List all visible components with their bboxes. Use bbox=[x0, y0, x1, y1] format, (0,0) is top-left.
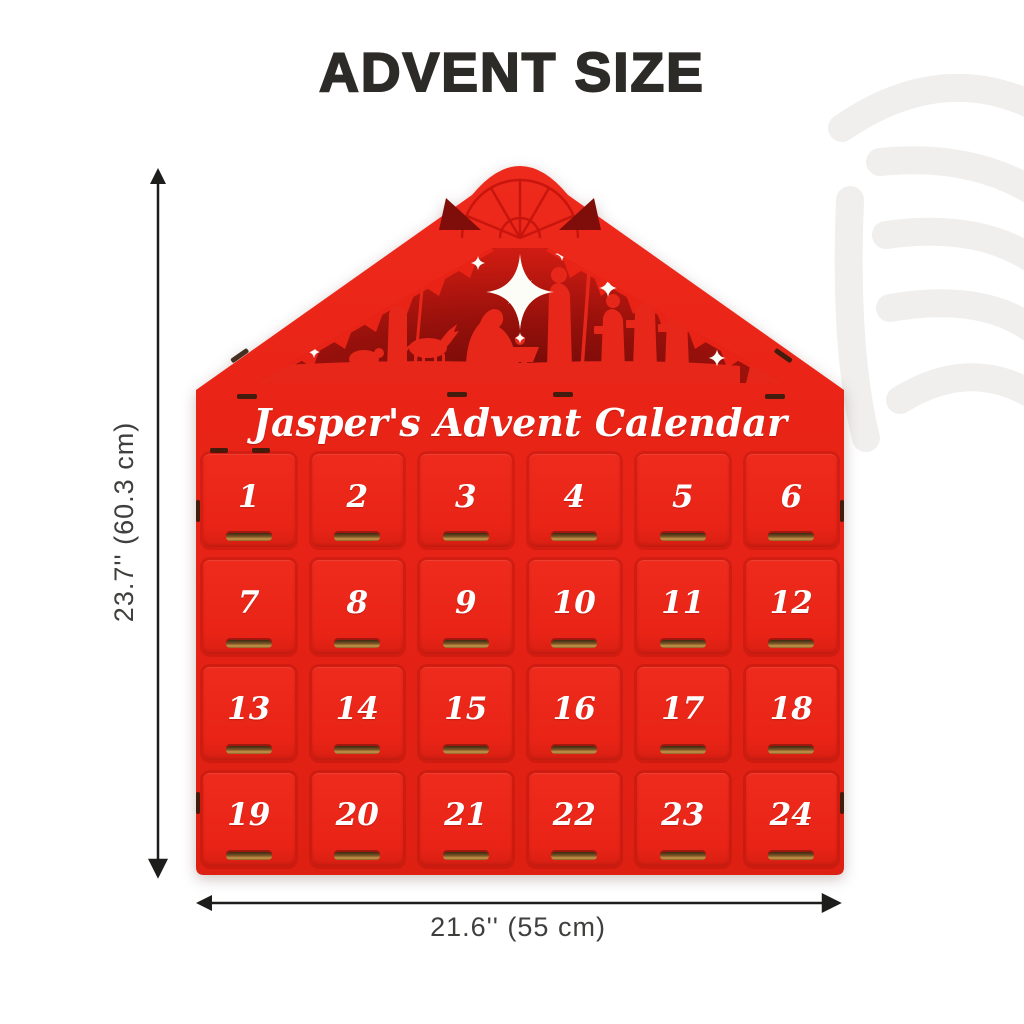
drawer: 7 bbox=[203, 560, 295, 654]
drawer: 9 bbox=[420, 560, 512, 654]
drawer-number: 8 bbox=[346, 584, 369, 621]
drawer-handle bbox=[442, 639, 489, 648]
drawer-handle bbox=[551, 533, 598, 542]
drawer-number: 18 bbox=[769, 691, 813, 728]
drawer: 20 bbox=[311, 772, 403, 866]
drawer-number: 13 bbox=[227, 691, 271, 728]
drawer-handle bbox=[225, 852, 272, 860]
drawer-number: 3 bbox=[454, 478, 477, 515]
drawer-number: 9 bbox=[454, 584, 477, 621]
drawer: 15 bbox=[420, 666, 512, 760]
drawer-handle bbox=[551, 639, 598, 648]
drawer-handle bbox=[442, 533, 489, 542]
drawer-number: 16 bbox=[552, 691, 596, 728]
drawer-handle bbox=[442, 852, 489, 860]
drawer: 17 bbox=[637, 666, 729, 760]
drawer-number: 22 bbox=[552, 797, 596, 834]
drawer-handle bbox=[334, 533, 381, 542]
drawer-number: 21 bbox=[444, 797, 488, 834]
roof-opening-right bbox=[559, 198, 601, 230]
drawer: 3 bbox=[420, 454, 512, 548]
drawer: 6 bbox=[745, 454, 837, 548]
drawer-number: 6 bbox=[780, 478, 803, 515]
drawer-handle bbox=[442, 745, 489, 754]
calendar-title-banner: Jasper's Advent Calendar bbox=[252, 400, 788, 445]
page-title: ADVENT SIZE bbox=[318, 40, 705, 104]
drawer-handle bbox=[659, 852, 706, 860]
drawer-grid: 1 2 3 4 5 bbox=[203, 454, 837, 866]
joinery-slots bbox=[196, 348, 844, 814]
drawer-handle bbox=[334, 745, 381, 754]
drawer-number: 1 bbox=[237, 478, 260, 515]
drawer-number: 24 bbox=[769, 797, 813, 834]
drawer: 19 bbox=[203, 772, 295, 866]
width-dimension-arrow bbox=[196, 892, 842, 914]
drawer-handle bbox=[225, 639, 272, 648]
star-of-bethlehem-icon bbox=[486, 254, 554, 330]
drawer-handle bbox=[768, 852, 815, 860]
drawer: 1 bbox=[203, 454, 295, 548]
drawer: 11 bbox=[637, 560, 729, 654]
drawer: 21 bbox=[420, 772, 512, 866]
drawer-number: 23 bbox=[661, 797, 705, 834]
drawer: 24 bbox=[745, 772, 837, 866]
drawer: 22 bbox=[528, 772, 620, 866]
drawer: 4 bbox=[528, 454, 620, 548]
fan-window-icon bbox=[460, 178, 580, 240]
watermark-icon bbox=[828, 73, 1024, 452]
drawer-number: 10 bbox=[552, 584, 596, 621]
drawer-number: 11 bbox=[661, 584, 705, 621]
width-dimension-label: 21.6'' (55 cm) bbox=[430, 912, 606, 942]
drawer: 18 bbox=[745, 666, 837, 760]
drawer-handle bbox=[659, 533, 706, 542]
drawer-handle bbox=[225, 745, 272, 754]
drawer-number: 12 bbox=[769, 584, 813, 621]
drawer-handle bbox=[659, 745, 706, 754]
drawer: 2 bbox=[311, 454, 403, 548]
drawer-handle bbox=[551, 852, 598, 860]
drawer: 16 bbox=[528, 666, 620, 760]
drawer-number: 15 bbox=[444, 691, 488, 728]
drawer: 10 bbox=[528, 560, 620, 654]
drawer-number: 2 bbox=[346, 478, 369, 515]
drawer-number: 14 bbox=[335, 691, 379, 728]
drawer-handle bbox=[334, 639, 381, 648]
drawer-handle bbox=[659, 639, 706, 648]
drawer-number: 17 bbox=[661, 691, 705, 728]
drawer: 14 bbox=[311, 666, 403, 760]
drawer-handle bbox=[768, 639, 815, 648]
drawer-number: 4 bbox=[563, 478, 586, 515]
drawer-number: 20 bbox=[335, 797, 379, 834]
drawer-number: 5 bbox=[671, 478, 694, 515]
drawer-handle bbox=[768, 533, 815, 542]
drawer: 23 bbox=[637, 772, 729, 866]
drawer-number: 7 bbox=[237, 584, 260, 621]
height-dimension-label: 23.7'' (60.3 cm) bbox=[109, 421, 139, 623]
drawer-handle bbox=[551, 745, 598, 754]
height-dimension-arrow bbox=[147, 168, 169, 879]
drawer-handle bbox=[225, 533, 272, 542]
drawer-handle bbox=[768, 745, 815, 754]
drawer: 12 bbox=[745, 560, 837, 654]
mary-icon bbox=[466, 309, 514, 368]
roof-opening-left bbox=[439, 198, 481, 230]
donkey-icon bbox=[403, 324, 459, 368]
drawer: 5 bbox=[637, 454, 729, 548]
drawer-number: 19 bbox=[227, 797, 271, 834]
drawer: 13 bbox=[203, 666, 295, 760]
advent-calendar: Jasper's Advent Calendar 1 2 3 bbox=[196, 162, 844, 875]
drawer: 8 bbox=[311, 560, 403, 654]
drawer-handle bbox=[334, 852, 381, 860]
sheep-icon bbox=[349, 348, 384, 373]
